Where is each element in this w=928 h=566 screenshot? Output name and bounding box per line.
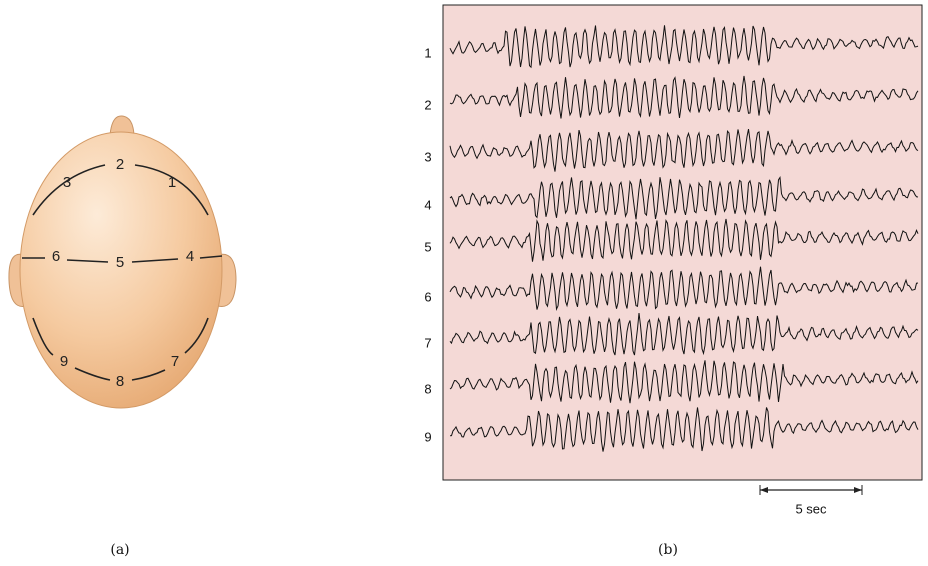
eeg-trace xyxy=(449,129,919,172)
scale-label: 5 sec xyxy=(795,501,827,516)
electrode-label: 3 xyxy=(63,174,71,191)
channel-labels: 1 2 3 4 5 6 7 8 9 xyxy=(424,45,431,444)
channel-label: 9 xyxy=(424,429,431,444)
eeg-trace xyxy=(449,25,919,69)
electrode-label: 8 xyxy=(116,373,124,390)
eeg-panel xyxy=(442,4,923,481)
channel-label: 5 xyxy=(424,239,431,254)
eeg-trace xyxy=(449,313,919,356)
eeg-trace xyxy=(449,75,919,119)
channel-label: 2 xyxy=(424,97,431,112)
panel-label: (a) xyxy=(110,542,129,558)
electrode-label: 4 xyxy=(186,248,194,265)
electrode-label: 1 xyxy=(168,174,176,191)
head-diagram: 1 2 3 4 5 6 7 8 9 xyxy=(8,115,237,409)
electrode-label: 5 xyxy=(116,254,124,271)
nose xyxy=(109,115,135,136)
eeg-trace xyxy=(449,218,919,262)
electrode-line xyxy=(22,255,223,263)
scale-bar: 5 sec xyxy=(759,485,863,516)
channel-label: 3 xyxy=(424,149,431,164)
eeg-trace xyxy=(449,360,919,404)
panel-label: (b) xyxy=(658,542,678,558)
eeg-trace xyxy=(449,407,919,452)
ear-right xyxy=(217,253,237,307)
electrode-arc xyxy=(32,164,209,216)
electrode-label: 6 xyxy=(52,248,60,265)
channel-label: 6 xyxy=(424,289,431,304)
eeg-trace xyxy=(449,176,919,220)
eeg-trace xyxy=(449,266,919,311)
electrode-label: 2 xyxy=(116,156,124,173)
channel-label: 1 xyxy=(424,45,431,60)
head xyxy=(19,131,223,409)
eeg-traces xyxy=(449,25,919,452)
electrode-label: 7 xyxy=(171,353,179,370)
channel-label: 4 xyxy=(424,197,431,212)
channel-label: 7 xyxy=(424,335,431,350)
electrode-label: 9 xyxy=(60,353,68,370)
electrode-arc xyxy=(32,317,209,381)
channel-label: 8 xyxy=(424,381,431,396)
